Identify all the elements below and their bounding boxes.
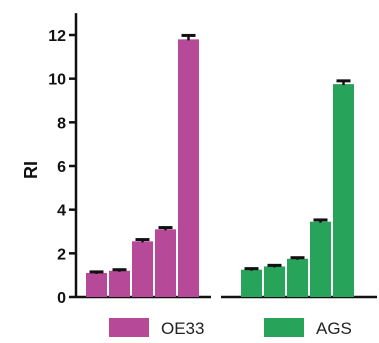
legend-swatch bbox=[109, 318, 149, 337]
bar bbox=[155, 229, 176, 297]
bar bbox=[264, 266, 285, 297]
y-tick-label: 12 bbox=[48, 28, 66, 45]
legend-label: AGS bbox=[316, 319, 352, 338]
y-tick-label: 8 bbox=[57, 115, 66, 132]
series-oe33 bbox=[76, 33, 211, 299]
y-tick-label: 0 bbox=[57, 290, 66, 307]
bar bbox=[132, 241, 153, 297]
bar bbox=[109, 270, 130, 297]
bar bbox=[310, 221, 331, 297]
bar bbox=[333, 84, 354, 297]
bar bbox=[178, 39, 199, 297]
y-axis: 0 2 4 6 8 10 12 bbox=[48, 13, 78, 307]
y-tick-label: 2 bbox=[57, 246, 66, 263]
y-tick-label: 10 bbox=[48, 72, 66, 89]
legend-swatch bbox=[264, 318, 304, 337]
series-ags bbox=[221, 79, 377, 299]
legend: OE33 AGS bbox=[109, 318, 352, 338]
legend-label: OE33 bbox=[161, 319, 204, 338]
bar bbox=[241, 269, 262, 297]
bar-groups bbox=[76, 33, 377, 299]
bar bbox=[287, 258, 308, 297]
bar bbox=[86, 272, 107, 297]
y-tick-label: 4 bbox=[57, 203, 66, 220]
y-tick-label: 6 bbox=[57, 159, 66, 176]
y-axis-title: RI bbox=[21, 161, 41, 179]
